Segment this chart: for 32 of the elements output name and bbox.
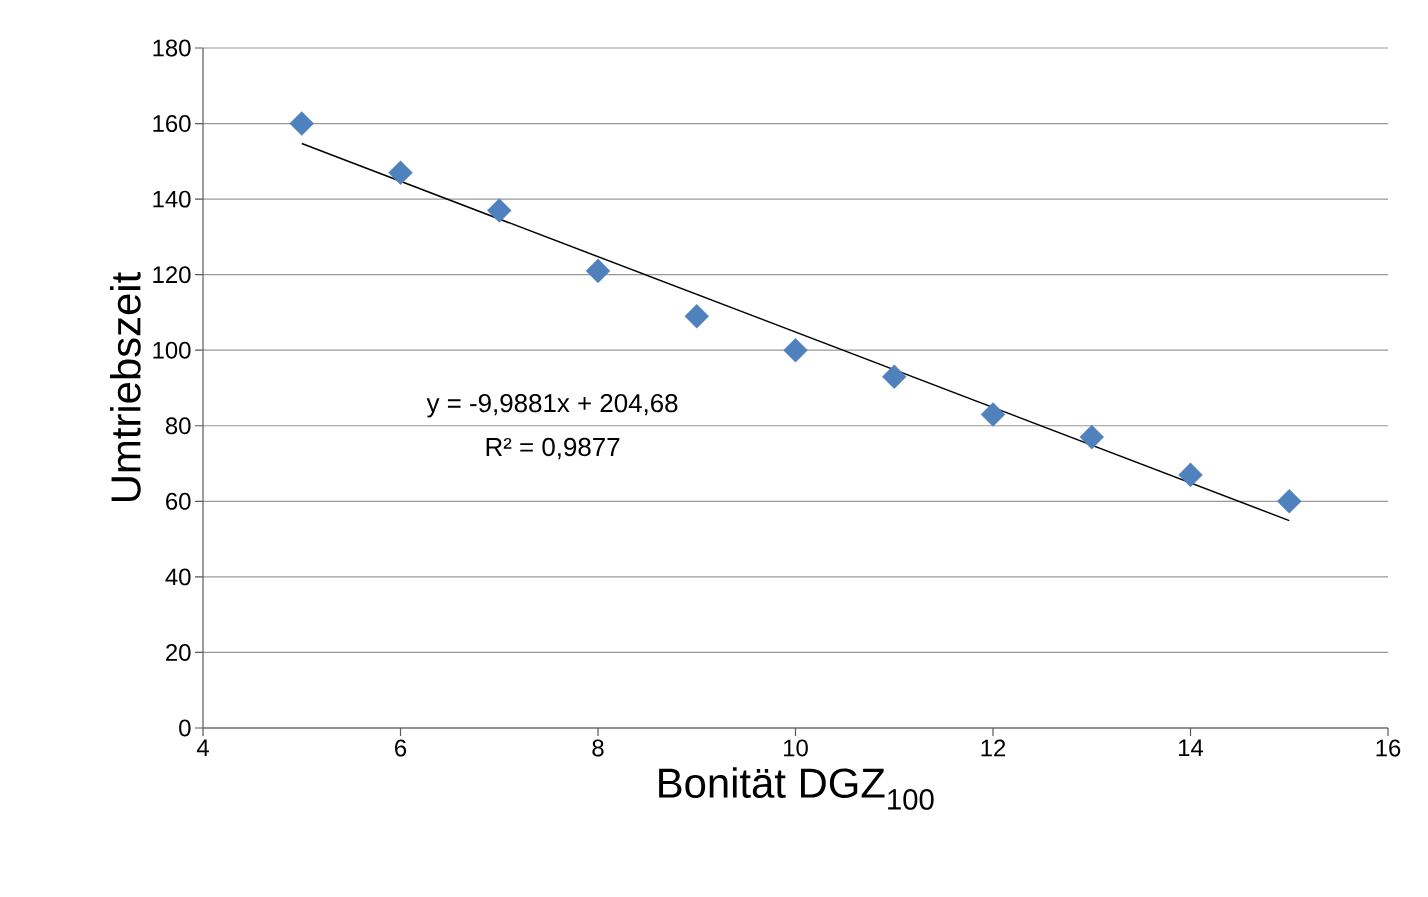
x-axis-title: Bonität DGZ$_{100}$ [659, 767, 934, 810]
x-tick-label: 4 [196, 739, 209, 756]
x-tick-label: 16 [1376, 739, 1401, 757]
y-tick-label: 0 [179, 719, 191, 737]
x-tick-label: 12 [981, 739, 1006, 757]
y-tick-label: 160 [153, 115, 191, 133]
y-tick-label: 100 [153, 341, 191, 359]
y-tick-label: 120 [153, 266, 191, 284]
point [1277, 489, 1302, 514]
point [684, 304, 709, 329]
point [487, 198, 512, 223]
y-tick-label: 180 [153, 39, 191, 57]
y-tick-label: 60 [166, 492, 191, 510]
annotation: R² = 0,9877 [486, 437, 620, 460]
point [585, 258, 611, 284]
y-tick-label: 80 [165, 417, 191, 435]
point [1178, 462, 1203, 488]
x-tick-label: 8 [592, 739, 604, 757]
point [783, 338, 808, 363]
y-tick-label: 20 [166, 643, 191, 661]
x-tick-label: 14 [1179, 739, 1204, 756]
point [1079, 424, 1104, 450]
point [980, 402, 1006, 427]
y-tick-label: 140 [153, 190, 191, 208]
annotation: y = -9,9881x + 204,68 [426, 393, 678, 418]
x-tick-label: 10 [784, 739, 808, 757]
point [388, 160, 413, 185]
point [882, 364, 907, 389]
point [289, 111, 314, 136]
x-tick-label: 6 [395, 739, 407, 757]
y-tick-label: 40 [165, 568, 191, 586]
y-axis-title: Umtriebszeit [110, 272, 141, 502]
